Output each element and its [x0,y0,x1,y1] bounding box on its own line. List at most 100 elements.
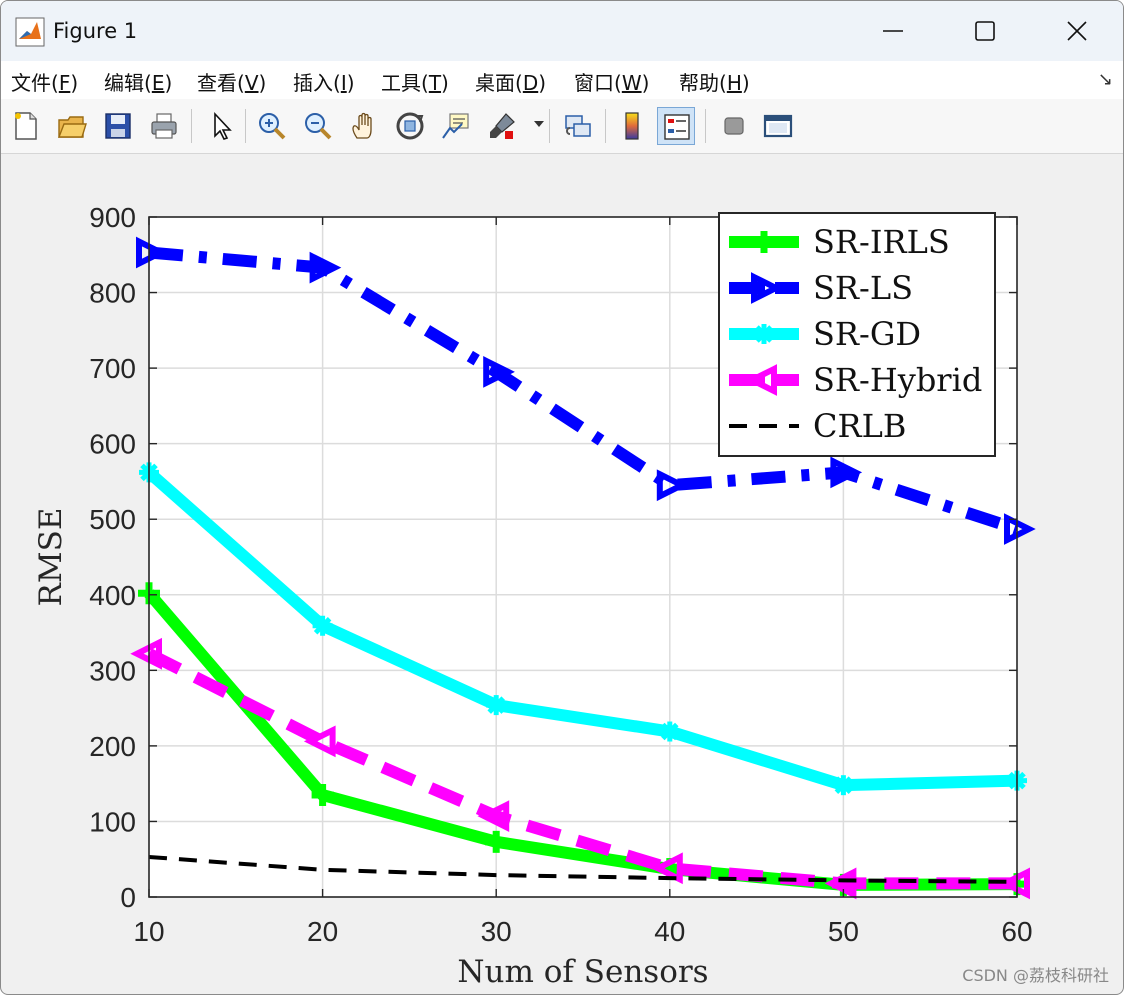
link-plot-icon [565,115,591,137]
marker-shape [136,236,168,269]
minimize-button[interactable] [847,1,939,61]
marker-shape [130,637,162,670]
brush-button[interactable] [483,107,521,145]
legend-marker-sr-irls [753,231,775,253]
data-cursor-button[interactable] [437,107,475,145]
y-tick-label: 800 [89,278,136,309]
line-chart[interactable]: 10 20 30 40 50 600100200300400500600700800900… [1,154,1123,994]
menu-tools-mnemonic: T [428,71,442,95]
menu-file-label: 文件( [11,71,59,95]
dock-button[interactable] [759,107,797,145]
series-group [130,236,1036,900]
plot-area: 10 20 30 40 50 60 0 100 200 300 400 500 600 700 800 900… [1,154,1123,994]
new-figure-button[interactable] [7,107,45,145]
marker-stroke [487,696,505,714]
brush-icon [490,113,515,139]
marker-shape [830,456,863,489]
select-arrow-icon [214,111,232,140]
open-file-icon [57,116,87,138]
print-icon [151,113,177,139]
data-point-sr-ls [656,469,689,502]
hide-plot-tools-button[interactable] [715,107,753,145]
toolbar-separator [549,109,550,143]
open-file-button[interactable] [53,107,91,145]
legend-label-sr-hybrid: SR-Hybrid [813,361,982,399]
menu-desktop-label: 桌面( [475,71,523,95]
y-tick-label: 0 [120,882,136,913]
toolbar-separator [191,109,192,143]
close-button[interactable] [1031,1,1123,61]
menu-tools[interactable]: 工具(T) [381,67,449,96]
legend-label-sr-irls: SR-IRLS [813,223,950,261]
minimize-icon [883,30,903,32]
brush-dropdown-arrow-icon[interactable] [534,121,544,127]
legend-marker-sr-gd [754,324,774,344]
data-point-sr-hybrid [477,800,510,833]
menu-edit-mnemonic: E [151,71,165,95]
select-button[interactable] [201,107,239,145]
x-axis-label: Num of Sensors [457,954,708,990]
print-button[interactable] [145,107,183,145]
data-point-sr-gd [312,615,333,636]
menu-window[interactable]: 窗口(W) [574,67,649,96]
menu-insert-suffix: ) [346,71,355,95]
data-point-sr-ls [1004,513,1036,545]
menu-insert-label: 插入( [293,71,341,95]
marker-shape [1004,513,1036,545]
rotate-3d-button[interactable] [391,107,429,145]
data-point-sr-ls [830,456,863,489]
menu-view[interactable]: 查看(V) [197,67,266,96]
y-axis-label: RMSE [33,508,69,607]
series-line-sr-hybrid [146,648,1017,890]
colorbar-button[interactable] [613,107,651,145]
save-button[interactable] [99,107,137,145]
x-tick-label: 20 [307,916,338,947]
marker-shape [651,852,683,885]
menu-edit[interactable]: 编辑(E) [104,67,172,96]
menu-help-mnemonic: H [726,71,742,95]
legend-marker-sr-hybrid [745,364,777,396]
series-line-sr-gd [145,467,1018,792]
menu-bar: 文件(F) 编辑(E) 查看(V) 插入(I) 工具(T) 桌面(D) 窗口(W… [1,61,1123,99]
marker-stroke [834,776,853,794]
link-plot-button[interactable] [559,107,597,145]
menu-help[interactable]: 帮助(H) [679,67,750,96]
menu-insert[interactable]: 插入(I) [293,67,355,96]
dock-icon [763,114,793,138]
figure-toolbar [1,99,1123,154]
data-point-sr-hybrid [998,867,1030,900]
legend-button[interactable] [657,107,695,145]
y-tick-label: 900 [89,202,136,233]
zoom-in-button[interactable] [253,107,291,145]
maximize-icon [975,21,995,41]
menu-help-suffix: ) [741,71,750,95]
legend[interactable]: SR-IRLS SR-LS SR-GD SR-Hybrid CRLB [718,212,996,457]
maximize-button[interactable] [939,1,1031,61]
data-point-sr-gd [833,775,854,796]
marker-stroke [313,616,332,635]
legend-icon [664,114,690,140]
y-tick-label: 400 [89,580,136,611]
data-point-sr-hybrid [824,867,857,900]
data-point-sr-hybrid [130,637,162,670]
data-point-sr-irls [485,830,508,853]
marker-shape [303,725,336,758]
menu-tools-suffix: ) [441,71,449,95]
menu-dock-arrow-icon[interactable]: ↘ [1097,69,1113,90]
marker-stroke [755,325,773,343]
new-figure-icon [15,112,37,140]
marker-stroke [661,722,679,741]
marker-shape [309,251,342,284]
zoom-out-button[interactable] [299,107,337,145]
y-tick-label: 100 [89,806,136,837]
menu-file[interactable]: 文件(F) [11,67,78,96]
pan-button[interactable] [345,107,383,145]
menu-insert-mnemonic: I [340,71,347,95]
y-tick-label: 700 [89,353,136,384]
menu-desktop[interactable]: 桌面(D) [475,67,546,96]
menu-view-label: 查看( [197,71,245,95]
legend-label-sr-gd: SR-GD [813,315,921,353]
window-title: Figure 1 [53,19,138,43]
menu-help-label: 帮助( [679,71,727,95]
